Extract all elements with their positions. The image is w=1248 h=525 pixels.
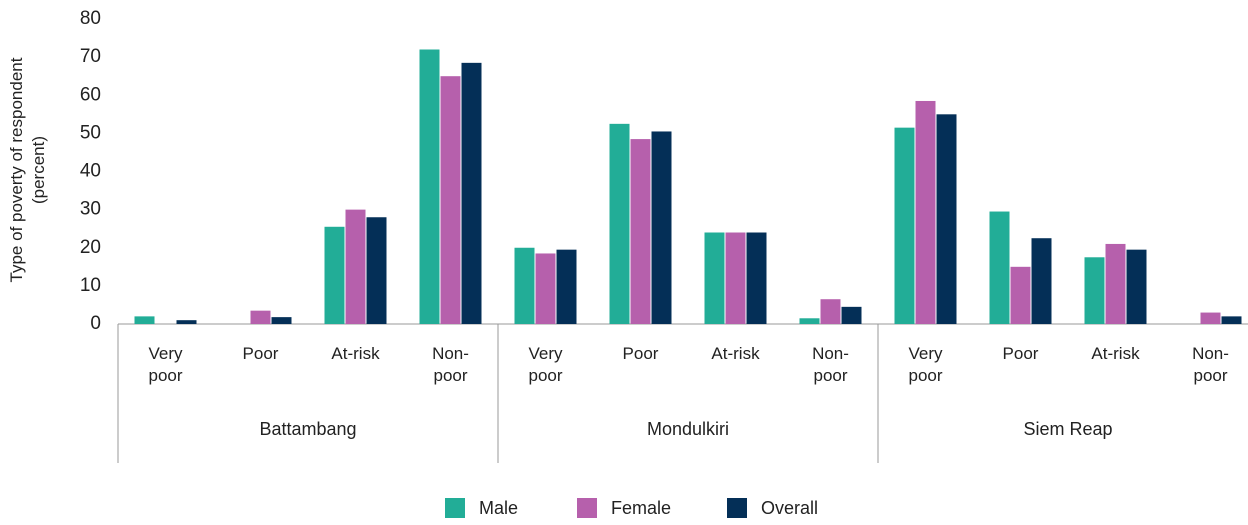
legend-label: Overall — [761, 498, 818, 518]
bar — [915, 100, 936, 324]
bar — [841, 306, 862, 324]
legend-label: Male — [479, 498, 518, 518]
bar — [1084, 257, 1105, 324]
bar — [176, 320, 197, 324]
bar — [324, 226, 345, 324]
bar — [1126, 249, 1147, 324]
bar — [894, 127, 915, 324]
bar — [419, 49, 440, 324]
y-tick-label: 30 — [80, 199, 101, 220]
x-tick-label: Very poor — [908, 344, 943, 385]
bar — [820, 299, 841, 324]
bar — [461, 62, 482, 324]
bar — [989, 211, 1010, 324]
bar — [725, 232, 746, 324]
group-label: Battambang — [259, 419, 356, 439]
group-label: Mondulkiri — [647, 419, 729, 439]
bar — [556, 249, 577, 324]
bar — [799, 318, 820, 324]
bar — [1221, 316, 1242, 324]
bar — [609, 123, 630, 324]
legend-swatch — [577, 498, 597, 518]
y-axis-label: Type of poverty of respondent (percent) — [7, 57, 48, 283]
bar — [345, 209, 366, 324]
y-tick-label: 80 — [80, 8, 101, 29]
bar — [1105, 243, 1126, 324]
group-label: Siem Reap — [1023, 419, 1112, 439]
y-tick-label: 10 — [80, 275, 101, 296]
bar — [514, 247, 535, 324]
x-tick-label: Very poor — [528, 344, 563, 385]
y-tick-label: 40 — [80, 161, 101, 182]
x-tick-label: At-risk — [1091, 344, 1140, 363]
bar — [271, 317, 292, 324]
legend-label: Female — [611, 498, 671, 518]
bar — [366, 217, 387, 324]
bar — [1200, 312, 1221, 324]
y-tick-label: 70 — [80, 46, 101, 67]
y-tick-label: 60 — [80, 84, 101, 105]
bar — [134, 316, 155, 324]
x-tick-label: Non-poor — [812, 344, 849, 385]
bar — [250, 310, 271, 324]
bar — [704, 232, 725, 324]
bar — [535, 253, 556, 324]
bar — [936, 114, 957, 324]
x-tick-label: Poor — [622, 344, 659, 363]
x-tick-label: Poor — [242, 344, 279, 363]
bar — [440, 76, 461, 324]
bar — [1031, 238, 1052, 324]
y-tick-label: 0 — [90, 313, 101, 334]
bar — [746, 232, 767, 324]
x-tick-label: Non-poor — [432, 344, 469, 385]
legend-swatch — [445, 498, 465, 518]
bar — [651, 131, 672, 324]
bar — [1010, 266, 1031, 324]
x-tick-label: Non-poor — [1192, 344, 1229, 385]
x-tick-label: At-risk — [711, 344, 760, 363]
x-tick-label: At-risk — [331, 344, 380, 363]
bar — [630, 139, 651, 324]
x-tick-label: Poor — [1002, 344, 1039, 363]
x-tick-label: Very poor — [148, 344, 183, 385]
y-tick-label: 20 — [80, 237, 101, 258]
y-tick-label: 50 — [80, 122, 101, 143]
legend-swatch — [727, 498, 747, 518]
